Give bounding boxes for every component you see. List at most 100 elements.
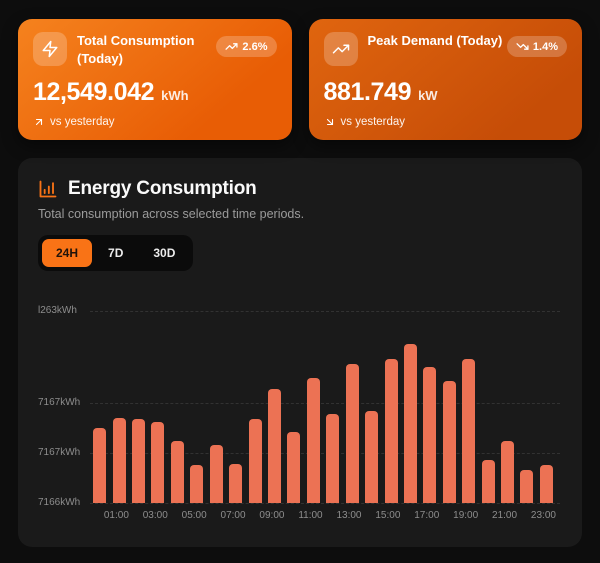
kpi-unit: kW [418,87,438,103]
bar-04:00[interactable] [170,441,184,503]
x-axis-tick-label: 03:00 [142,510,168,521]
trending-up-icon [225,40,238,53]
bar-02:00[interactable] [132,419,146,503]
total-consumption-header: Total Consumption (Today) 2.6% [33,32,277,67]
bar-09:00[interactable] [268,389,281,503]
bar-18:00[interactable] [442,381,456,503]
bar-06:00[interactable] [209,445,223,503]
bar-17:00[interactable] [423,367,437,503]
bar-12:00[interactable] [326,414,340,503]
bar-cell [226,311,245,503]
bar-00:00[interactable] [93,428,107,503]
bar-21:00[interactable] [501,441,515,503]
trend-badge: 2.6% [216,36,277,57]
tab-7d[interactable]: 7D [94,239,137,267]
bar-cell [245,311,264,503]
bar-cell [401,311,420,503]
x-axis-tick-label [246,510,260,521]
x-axis-tick-label: 15:00 [375,510,401,521]
arrow-up-right-icon [33,116,45,128]
bar-cell [498,311,517,503]
bar-cell [109,311,128,503]
bar-14:00[interactable] [365,411,379,503]
tab-24h[interactable]: 24H [42,239,93,267]
bar-16:00[interactable] [403,344,417,503]
bar-15:00[interactable] [384,359,398,503]
kpi-footer: vs yesterday [33,116,277,128]
bar-cell [168,311,187,503]
bar-cell [207,311,226,503]
x-axis-tick-label: 05:00 [181,510,207,521]
bar-cell [420,311,439,503]
panel-subtitle: Total consumption across selected time p… [38,207,305,221]
bar-05:00[interactable] [190,465,204,503]
kpi-title: Total Consumption (Today) [77,33,195,66]
chart-column-icon [38,179,58,199]
x-axis-tick-label: 09:00 [259,510,285,521]
bar-19:00[interactable] [462,359,476,503]
bar-13:00[interactable] [345,364,359,503]
x-axis-tick-label: 21:00 [492,510,518,521]
x-axis-tick-label: 17:00 [414,510,440,521]
kpi-footer-label: vs yesterday [340,116,406,128]
bar-01:00[interactable] [112,418,126,503]
kpi-footer: vs yesterday [324,116,568,128]
x-axis-tick-label: 13:00 [336,510,362,521]
x-axis-tick-label [284,510,298,521]
peak-demand-header: Peak Demand (Today) 1.4% [323,32,567,66]
bar-cell [284,311,303,503]
bar-23:00[interactable] [539,465,553,503]
x-axis-tick-label [90,510,104,521]
trending-up-icon [323,32,358,66]
bar-22:00[interactable] [520,470,534,503]
bar-cell [517,311,536,503]
bar-cell [265,311,284,503]
x-axis-tick-label: 07:00 [220,510,246,521]
bar-10:00[interactable] [287,432,301,503]
bar-cell [304,311,323,503]
bar-cell [362,311,381,503]
kpi-value: 12,549.042 [33,78,155,107]
y-axis-tick-label: 7166kWh [38,497,81,508]
bar-cell [129,311,148,503]
kpi-value-row: 12,549.042 kWh [33,78,277,107]
bar-08:00[interactable] [248,419,262,503]
bar-11:00[interactable] [306,378,320,503]
x-axis-tick-label [517,510,531,521]
bar-20:00[interactable] [481,460,495,503]
bar-cell [440,311,459,503]
bars-container [90,311,556,503]
peak-demand-card: Peak Demand (Today) 1.4% 881.749 kW vs y… [308,19,582,140]
tab-30d[interactable]: 30D [139,239,189,267]
x-axis-tick-label: 11:00 [298,510,323,521]
trend-badge: 1.4% [506,36,567,57]
y-axis-tick-label: l263kWh [38,305,77,316]
kpi-value-row: 881.749 kW [324,78,568,107]
x-axis-tick-label [323,510,337,521]
x-axis-tick-label [439,510,453,521]
bar-cell [148,311,167,503]
kpi-cards-row: Total Consumption (Today) 2.6% 12,549.04… [18,19,582,140]
x-axis-tick-label [168,510,182,521]
x-axis-labels: 01:00 03:00 05:00 07:00 09:00 11:00 13:00 15:00… [90,510,556,521]
kpi-value: 881.749 [323,77,412,106]
x-axis-tick-label [207,510,221,521]
bar-cell [323,311,342,503]
trending-down-icon [516,40,529,53]
y-axis-tick-label: 7167kWh [38,397,81,408]
time-range-tabs: 24H 7D 30D [38,235,194,271]
x-axis-tick-label [478,510,492,521]
badge-value: 2.6% [242,40,268,53]
badge-value: 1.4% [532,40,558,53]
bar-cell [342,311,361,503]
bar-03:00[interactable] [151,422,165,503]
arrow-down-right-icon [324,116,336,128]
y-axis-tick-label: 7167kWh [38,447,81,458]
zap-icon [33,32,67,66]
bar-07:00[interactable] [229,464,243,503]
chart-plot: 7166kWh 7167kWh 7167kWh l263kWh 01:00 03:00 0… [38,281,562,531]
x-axis-tick-label: 19:00 [453,510,479,521]
kpi-unit: kWh [161,88,189,104]
gridline [90,503,560,504]
